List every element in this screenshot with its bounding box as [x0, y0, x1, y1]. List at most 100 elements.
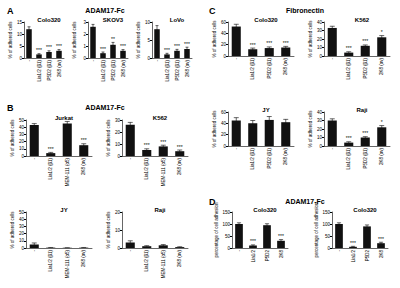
svg-text:Colo320: Colo320 [353, 207, 377, 213]
svg-text:-: - [128, 158, 133, 160]
svg-text:***: *** [283, 40, 289, 46]
svg-text:3: 3 [83, 20, 86, 25]
svg-text:Raji: Raji [356, 107, 367, 113]
svg-text:Lia1/2 (β1): Lia1/2 (β1) [250, 58, 255, 80]
svg-text:0: 0 [19, 56, 22, 61]
svg-text:50: 50 [225, 234, 231, 239]
svg-text:% of adhered cells: % of adhered cells [10, 119, 15, 157]
svg-text:10: 10 [317, 135, 323, 140]
svg-text:***: *** [350, 240, 356, 246]
svg-text:***: *** [36, 47, 42, 53]
svg-text:P5D2 (β1): P5D2 (β1) [47, 60, 52, 81]
svg-text:P5D2 (β1): P5D2 (β1) [363, 58, 368, 79]
svg-text:percentage of cell adhesion: percentage of cell adhesion [314, 202, 319, 258]
svg-text:***: *** [56, 43, 62, 49]
svg-text:150: 150 [222, 210, 230, 215]
svg-text:100: 100 [222, 222, 230, 227]
svg-text:2: 2 [83, 32, 86, 37]
svg-text:**: ** [111, 36, 115, 42]
svg-text:2K8: 2K8 [279, 250, 284, 259]
svg-text:LoVo: LoVo [170, 17, 185, 23]
svg-text:Lia1/2 (β1): Lia1/2 (β1) [250, 148, 255, 170]
svg-text:Lia1/2 (β1): Lia1/2 (β1) [48, 158, 53, 180]
svg-text:Colo320: Colo320 [37, 17, 61, 23]
svg-text:*: * [381, 29, 383, 35]
svg-text:0: 0 [147, 56, 150, 61]
svg-text:% of adhered cells: % of adhered cells [212, 20, 217, 58]
svg-text:1: 1 [83, 44, 86, 49]
svg-text:% of adhered cells: % of adhered cells [308, 110, 313, 148]
svg-text:% of adhered cells: % of adhered cells [106, 211, 111, 249]
svg-text:30: 30 [317, 28, 323, 33]
svg-text:20: 20 [115, 130, 121, 135]
svg-text:-: - [32, 158, 37, 160]
svg-text:D: D [209, 197, 216, 207]
svg-text:P5D2: P5D2 [365, 250, 370, 262]
svg-text:20: 20 [221, 132, 227, 137]
svg-text:% of adhered cells: % of adhered cells [308, 20, 313, 58]
svg-text:20: 20 [19, 139, 25, 144]
svg-text:Lia1/2 (β1): Lia1/2 (β1) [144, 250, 149, 272]
svg-text:***: *** [144, 142, 150, 148]
svg-text:2K8 (αv): 2K8 (αv) [81, 158, 86, 176]
svg-text:***: *** [184, 41, 190, 47]
svg-text:2K8 (αv): 2K8 (αv) [121, 60, 126, 78]
svg-text:Colo320: Colo320 [253, 207, 277, 213]
svg-text:50: 50 [325, 234, 331, 239]
svg-text:Lia1/2 (β1): Lia1/2 (β1) [48, 250, 53, 272]
svg-text:2K8 (αv): 2K8 (αv) [81, 250, 86, 268]
svg-text:Lia1/2: Lia1/2 [351, 250, 356, 263]
svg-text:-: - [234, 58, 239, 60]
svg-text:10: 10 [317, 45, 323, 50]
svg-text:15: 15 [17, 20, 23, 25]
svg-text:0: 0 [117, 246, 120, 251]
svg-text:40: 40 [221, 121, 227, 126]
svg-text:Lia1/2 (β1): Lia1/2 (β1) [144, 158, 149, 180]
svg-text:40: 40 [317, 20, 323, 25]
svg-text:100: 100 [322, 222, 330, 227]
svg-text:60: 60 [221, 110, 227, 115]
svg-text:2K8 (αv): 2K8 (αv) [177, 158, 182, 176]
svg-text:% of adhered cells: % of adhered cells [8, 21, 13, 59]
svg-text:K562: K562 [153, 115, 168, 121]
svg-text:P5D2 (β1): P5D2 (β1) [267, 148, 272, 169]
svg-text:5: 5 [147, 38, 150, 43]
svg-text:10: 10 [17, 32, 23, 37]
svg-text:20: 20 [115, 210, 121, 215]
svg-text:***: *** [48, 146, 54, 152]
svg-text:% of adhered cells: % of adhered cells [106, 119, 111, 157]
svg-text:-: - [91, 60, 96, 62]
svg-text:P5D2 (β1): P5D2 (β1) [267, 58, 272, 79]
svg-text:2K8 (αv): 2K8 (αv) [283, 58, 288, 76]
svg-text:***: *** [378, 236, 384, 242]
svg-text:20: 20 [317, 127, 323, 132]
svg-text:***: *** [177, 144, 183, 150]
svg-text:Lia1/2 (β1): Lia1/2 (β1) [346, 148, 351, 170]
svg-text:2K8 (αv): 2K8 (αv) [57, 60, 62, 78]
svg-text:2K8 (αv): 2K8 (αv) [283, 148, 288, 166]
svg-text:***: *** [266, 40, 272, 46]
svg-text:10: 10 [145, 20, 151, 25]
svg-text:0: 0 [21, 154, 24, 159]
svg-text:-: - [32, 250, 37, 252]
svg-text:***: *** [160, 139, 166, 145]
svg-text:JY: JY [60, 207, 67, 213]
svg-text:C: C [209, 6, 216, 16]
svg-text:***: *** [120, 43, 126, 49]
svg-text:***: *** [278, 233, 284, 239]
svg-text:-: - [155, 60, 160, 62]
svg-text:***: *** [81, 137, 87, 143]
svg-text:60: 60 [221, 20, 227, 25]
svg-text:10: 10 [19, 238, 25, 243]
svg-text:B: B [7, 103, 14, 113]
svg-text:***: *** [250, 42, 256, 48]
svg-text:Lia1/2 (β1): Lia1/2 (β1) [346, 58, 351, 80]
svg-text:40: 40 [19, 217, 25, 222]
svg-text:Lia1/2 (β1): Lia1/2 (β1) [165, 60, 170, 82]
svg-text:0: 0 [83, 56, 86, 61]
svg-text:JY: JY [262, 107, 269, 113]
svg-text:30: 30 [19, 224, 25, 229]
svg-text:-: - [237, 250, 242, 252]
svg-text:ADAM17-Fc: ADAM17-Fc [85, 104, 124, 111]
svg-text:0: 0 [21, 246, 24, 251]
